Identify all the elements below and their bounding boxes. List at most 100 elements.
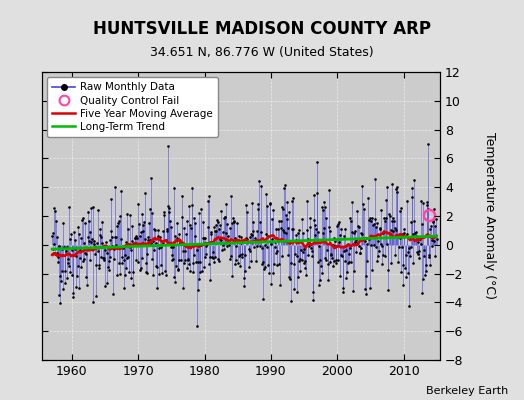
- Point: [111, 234, 119, 240]
- Point: [242, 235, 250, 241]
- Point: [325, 258, 334, 265]
- Point: [248, 232, 257, 238]
- Point: [387, 260, 396, 267]
- Point: [219, 242, 227, 248]
- Point: [383, 241, 391, 247]
- Point: [138, 255, 147, 262]
- Point: [349, 287, 357, 294]
- Point: [89, 204, 97, 210]
- Point: [125, 244, 134, 251]
- Point: [345, 215, 354, 221]
- Point: [93, 240, 101, 246]
- Point: [124, 226, 133, 232]
- Point: [429, 218, 438, 225]
- Point: [115, 213, 124, 220]
- Point: [332, 256, 341, 263]
- Point: [329, 262, 337, 269]
- Point: [89, 299, 97, 305]
- Point: [381, 197, 390, 204]
- Point: [76, 255, 84, 261]
- Point: [173, 266, 182, 273]
- Point: [254, 206, 263, 212]
- Point: [183, 256, 192, 262]
- Point: [179, 248, 188, 254]
- Point: [417, 240, 425, 247]
- Point: [225, 225, 234, 231]
- Point: [401, 274, 410, 280]
- Point: [165, 209, 173, 216]
- Point: [165, 204, 173, 211]
- Point: [100, 256, 108, 263]
- Point: [71, 237, 79, 243]
- Point: [50, 241, 59, 248]
- Point: [158, 241, 166, 248]
- Point: [341, 258, 349, 264]
- Point: [118, 254, 126, 260]
- Point: [269, 207, 277, 214]
- Point: [311, 222, 320, 228]
- Point: [78, 217, 86, 223]
- Point: [69, 290, 78, 296]
- Point: [169, 256, 177, 262]
- Point: [291, 232, 300, 238]
- Point: [360, 206, 368, 212]
- Point: [317, 263, 325, 269]
- Point: [321, 204, 330, 210]
- Point: [138, 211, 146, 217]
- Point: [192, 259, 200, 265]
- Point: [96, 232, 104, 238]
- Point: [174, 266, 182, 272]
- Point: [333, 220, 342, 227]
- Point: [49, 246, 57, 252]
- Point: [395, 235, 403, 242]
- Point: [143, 251, 151, 258]
- Point: [370, 221, 378, 228]
- Point: [240, 283, 248, 289]
- Point: [285, 208, 293, 215]
- Point: [51, 208, 60, 214]
- Point: [271, 250, 280, 256]
- Point: [361, 286, 369, 293]
- Point: [280, 185, 289, 191]
- Point: [351, 239, 359, 246]
- Point: [409, 260, 418, 266]
- Point: [301, 258, 310, 264]
- Point: [243, 236, 252, 242]
- Point: [319, 207, 327, 213]
- Point: [313, 190, 321, 196]
- Point: [407, 244, 415, 250]
- Point: [202, 242, 210, 249]
- Point: [140, 190, 149, 196]
- Point: [149, 238, 158, 244]
- Point: [263, 244, 271, 250]
- Point: [363, 258, 371, 264]
- Point: [108, 243, 117, 250]
- Point: [291, 251, 299, 258]
- Point: [419, 276, 428, 282]
- Point: [106, 236, 114, 243]
- Point: [56, 300, 64, 306]
- Point: [290, 261, 298, 267]
- Point: [311, 232, 319, 238]
- Point: [81, 250, 90, 257]
- Point: [60, 244, 69, 250]
- Point: [192, 247, 201, 253]
- Point: [341, 226, 350, 232]
- Point: [84, 238, 93, 244]
- Point: [425, 226, 434, 232]
- Point: [222, 230, 231, 236]
- Point: [195, 268, 204, 275]
- Point: [237, 234, 246, 240]
- Point: [299, 230, 307, 236]
- Point: [52, 250, 61, 257]
- Point: [355, 243, 363, 249]
- Point: [394, 259, 402, 265]
- Point: [355, 249, 364, 256]
- Point: [246, 234, 254, 240]
- Point: [236, 239, 245, 246]
- Point: [280, 228, 288, 235]
- Text: 34.651 N, 86.776 W (United States): 34.651 N, 86.776 W (United States): [150, 46, 374, 59]
- Point: [235, 252, 244, 258]
- Point: [231, 261, 239, 267]
- Text: HUNTSVILLE MADISON COUNTY ARP: HUNTSVILLE MADISON COUNTY ARP: [93, 20, 431, 38]
